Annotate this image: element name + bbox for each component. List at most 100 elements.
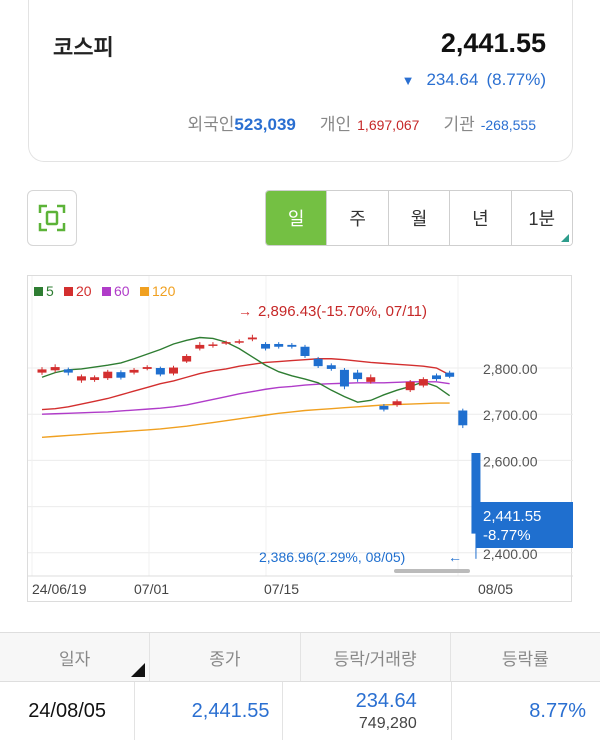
low-annotation: 2,386.96(2.29%, 08/05)	[259, 549, 405, 565]
legend-swatch	[140, 287, 149, 296]
header-close: 종가	[149, 633, 299, 681]
high-annotation: 2,896.43(-15.70%, 07/11)	[258, 303, 427, 320]
institution-label: 기관	[443, 115, 475, 134]
index-change-pct: (8.77%)	[486, 70, 546, 89]
y-tick-label: 2,600.00	[483, 453, 538, 469]
candlestick-chart-svg: 2,800.002,700.002,600.002,500.002,400.00…	[28, 276, 573, 597]
candle-body	[287, 344, 297, 347]
row-rate: 8.77%	[450, 682, 600, 740]
tab-daily[interactable]: 일	[266, 191, 327, 245]
candle-body	[418, 379, 428, 386]
candle-body	[155, 368, 165, 375]
x-tick-label: 07/01	[134, 581, 169, 597]
foreign-label: 외국인	[187, 115, 235, 134]
candle-body	[50, 367, 60, 371]
candle-body	[274, 343, 284, 347]
foreign-value: 523,039	[234, 115, 296, 134]
x-tick-label: 24/06/19	[32, 581, 87, 597]
ma20-line	[41, 358, 450, 411]
fullscreen-icon	[38, 204, 66, 232]
tab-dropdown-corner-icon	[561, 234, 570, 242]
table-header-row: 일자 종가 등락/거래량 등락률	[0, 632, 600, 682]
candle-body	[353, 372, 363, 380]
candle-body	[208, 344, 218, 346]
candle-body	[129, 369, 139, 373]
candle-body	[326, 365, 336, 369]
index-price: 2,441.55	[440, 28, 546, 58]
down-triangle-icon: ▼	[401, 72, 415, 88]
header-rate: 등락률	[449, 633, 600, 681]
high-annotation-arrow: →	[238, 303, 252, 319]
candle-body	[76, 376, 86, 381]
index-change-value: 234.64	[426, 70, 479, 89]
y-tick-label: 2,400.00	[483, 546, 538, 562]
candle-body	[234, 341, 244, 343]
tab-minute-label: 1분	[528, 209, 556, 229]
chart-scrollbar	[394, 569, 470, 573]
current-price-label: 2,441.55	[483, 508, 541, 525]
table-row[interactable]: 24/08/05 2,441.55 234.64 749,280 8.77%	[0, 682, 600, 740]
legend-label: 20	[76, 283, 92, 299]
price-chart[interactable]: 2,800.002,700.002,600.002,500.002,400.00…	[27, 275, 573, 602]
tab-weekly[interactable]: 주	[326, 191, 388, 245]
current-price-tag	[476, 502, 573, 548]
candle-body	[261, 343, 271, 349]
ma5-line	[41, 336, 451, 403]
individual-value: 1,697,067	[357, 117, 420, 133]
candle-body	[195, 344, 205, 349]
candle-body	[458, 410, 468, 426]
candle-body	[313, 358, 323, 367]
candle-body	[300, 346, 310, 356]
legend-label: 60	[114, 283, 130, 299]
header-change-volume: 등락/거래량	[299, 633, 450, 681]
index-name: 코스피	[53, 35, 114, 60]
row-change: 234.64	[355, 689, 417, 712]
fullscreen-button[interactable]	[27, 190, 77, 246]
candle-body	[182, 355, 192, 362]
y-tick-label: 2,700.00	[483, 407, 538, 423]
tab-monthly[interactable]: 월	[387, 191, 450, 245]
candle-body	[405, 381, 415, 391]
legend-label: 5	[46, 283, 54, 299]
candle-body	[103, 371, 113, 379]
ma60-line	[41, 381, 450, 415]
candle-body	[392, 401, 402, 405]
legend-swatch	[34, 287, 43, 296]
row-date: 24/08/05	[28, 699, 107, 722]
investor-flow-row: 외국인 523,039 개인 1,697,067 기관 -268,555	[187, 110, 536, 135]
tab-yearly[interactable]: 년	[449, 191, 511, 245]
period-tabs: 일 주 월 년 1분	[265, 190, 573, 246]
candle-body	[445, 372, 455, 377]
ma120-line	[41, 402, 450, 438]
current-pct-label: -8.77%	[483, 527, 531, 544]
x-tick-label: 07/15	[264, 581, 299, 597]
row-change-volume: 234.64 749,280	[281, 682, 451, 740]
candle-body	[366, 377, 376, 382]
y-tick-label: 2,800.00	[483, 361, 538, 377]
candle-body	[142, 367, 152, 369]
sort-corner-icon	[131, 663, 146, 677]
institution-value: -268,555	[480, 117, 536, 133]
candle-body	[116, 372, 126, 378]
individual-label: 개인	[319, 115, 352, 134]
legend-swatch	[64, 287, 73, 296]
index-change-row: ▼ 234.64 (8.77%)	[402, 70, 546, 90]
row-close: 2,441.55	[134, 682, 281, 740]
low-annotation-arrow: ←	[448, 549, 462, 565]
candle-body	[471, 453, 481, 534]
candle-body	[169, 367, 178, 374]
candle-body	[339, 369, 349, 387]
candle-body	[379, 405, 389, 410]
daily-price-table: 일자 종가 등락/거래량 등락률 24/08/05 2,441.55 234.6…	[0, 632, 600, 740]
candle-body	[247, 337, 257, 340]
legend-label: 120	[152, 283, 176, 299]
x-tick-label: 08/05	[478, 581, 513, 597]
candle-body	[63, 369, 73, 373]
candle-body	[221, 342, 231, 344]
candle-body	[37, 369, 47, 373]
tab-minute[interactable]: 1분	[510, 191, 572, 245]
row-volume: 749,280	[358, 714, 417, 732]
candle-body	[90, 377, 100, 381]
header-date[interactable]: 일자	[0, 633, 149, 681]
legend-swatch	[102, 287, 111, 296]
